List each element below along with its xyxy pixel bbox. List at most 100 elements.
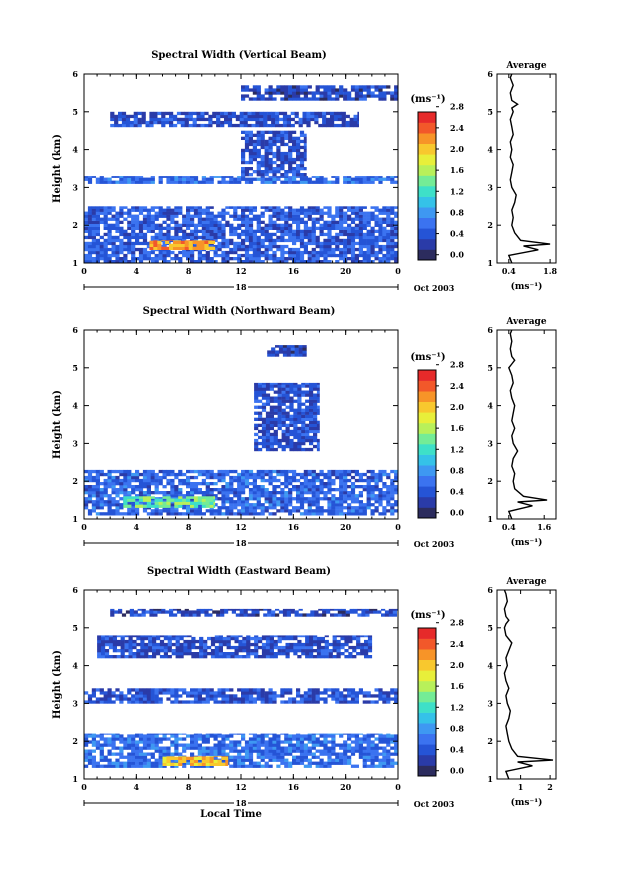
heatmap-cell bbox=[193, 475, 199, 480]
heatmap-cell bbox=[197, 509, 202, 513]
heatmap-cell bbox=[386, 755, 391, 759]
heatmap-cell bbox=[201, 253, 206, 258]
heatmap-cell bbox=[127, 469, 132, 474]
heatmap-cell bbox=[87, 734, 93, 738]
heatmap-cell bbox=[150, 257, 155, 261]
heatmap-cell bbox=[209, 177, 214, 181]
heatmap-cell bbox=[370, 177, 375, 181]
heatmap-cell bbox=[178, 472, 183, 477]
heatmap-cell bbox=[335, 176, 340, 178]
heatmap-cell bbox=[95, 478, 100, 483]
heatmap-cell bbox=[135, 475, 140, 480]
heatmap-cell bbox=[111, 740, 116, 744]
heatmap-cell bbox=[272, 506, 277, 510]
date-month-label: Oct 2003 bbox=[414, 283, 455, 293]
heatmap-cell bbox=[289, 429, 294, 434]
heatmap-cell bbox=[260, 475, 265, 480]
heatmap-cell bbox=[303, 148, 307, 153]
heatmap-cell bbox=[315, 238, 320, 243]
heatmap-cell bbox=[132, 652, 137, 656]
heatmap-cell bbox=[264, 691, 269, 695]
heatmap-cell bbox=[138, 734, 144, 738]
heatmap-cell bbox=[315, 253, 320, 258]
heatmap-cell bbox=[341, 117, 346, 122]
heatmap-cell bbox=[299, 700, 305, 704]
heatmap-cell bbox=[165, 240, 170, 244]
heatmap-cell bbox=[123, 260, 128, 264]
heatmap-cell bbox=[135, 749, 140, 753]
heatmap-cell bbox=[142, 475, 148, 480]
heatmap-cell bbox=[307, 235, 312, 240]
heatmap-cell bbox=[382, 238, 387, 243]
heatmap-cell bbox=[264, 746, 269, 750]
heatmap-cell bbox=[350, 85, 356, 89]
heatmap-cell bbox=[182, 501, 187, 505]
heatmap-cell bbox=[289, 444, 294, 449]
heatmap-cell bbox=[107, 241, 112, 246]
heatmap-cell bbox=[258, 399, 263, 403]
heatmap-cell bbox=[292, 257, 297, 261]
heatmap-cell bbox=[350, 232, 356, 237]
heatmap-cell bbox=[284, 136, 289, 140]
heatmap-cell bbox=[268, 257, 273, 261]
heatmap-cell bbox=[296, 226, 301, 230]
heatmap-cell bbox=[272, 733, 277, 735]
x-tick-label: 8 bbox=[186, 266, 192, 276]
heatmap-cell bbox=[254, 387, 259, 391]
heatmap-cell bbox=[159, 639, 165, 644]
heatmap-cell bbox=[272, 503, 277, 507]
heatmap-cell bbox=[174, 501, 179, 505]
heatmap-cell bbox=[97, 635, 102, 638]
heatmap-cell bbox=[165, 120, 170, 125]
heatmap-cell bbox=[299, 241, 305, 246]
heatmap-cell bbox=[152, 635, 157, 638]
colorbar-swatch bbox=[418, 401, 436, 413]
heatmap-cell bbox=[193, 229, 199, 233]
heatmap-cell bbox=[258, 414, 263, 418]
heatmap-cell bbox=[281, 396, 286, 400]
heatmap-cell bbox=[135, 235, 140, 240]
heatmap-cell bbox=[374, 506, 379, 510]
heatmap-cell bbox=[269, 396, 274, 400]
heatmap-cell bbox=[288, 478, 293, 483]
heatmap-cell bbox=[154, 472, 159, 477]
heatmap-cell bbox=[138, 494, 144, 498]
heatmap-cell bbox=[323, 97, 328, 101]
heatmap-cell bbox=[201, 217, 206, 221]
heatmap-cell bbox=[158, 475, 163, 480]
heatmap-cell bbox=[288, 509, 293, 513]
heatmap-cell bbox=[331, 688, 336, 692]
heatmap-cell bbox=[394, 244, 399, 249]
heatmap-cell bbox=[331, 238, 336, 243]
heatmap-cell bbox=[296, 494, 301, 498]
heatmap-cell bbox=[241, 220, 246, 224]
heatmap-cell bbox=[248, 740, 254, 744]
heatmap-cell bbox=[327, 91, 332, 95]
heatmap-cell bbox=[382, 512, 387, 516]
heatmap-cell bbox=[162, 250, 167, 255]
heatmap-cell bbox=[296, 223, 301, 227]
heatmap-cell bbox=[176, 117, 182, 122]
heatmap-cell bbox=[370, 749, 375, 753]
heatmap-cell bbox=[339, 694, 344, 698]
heatmap-cell bbox=[178, 491, 183, 495]
heatmap-cell bbox=[296, 500, 301, 504]
heatmap-cell bbox=[170, 694, 175, 698]
heatmap-cell bbox=[327, 500, 332, 504]
heatmap-cell bbox=[303, 142, 307, 147]
heatmap-cell bbox=[254, 393, 259, 397]
heatmap-cell bbox=[268, 176, 273, 178]
heatmap-cell bbox=[296, 734, 301, 738]
heatmap-cell bbox=[99, 512, 104, 516]
heatmap-cell bbox=[135, 208, 140, 212]
heatmap-cell bbox=[265, 396, 271, 400]
heatmap-cell bbox=[244, 223, 250, 227]
heatmap-cell bbox=[276, 755, 281, 759]
heatmap-cell bbox=[316, 423, 320, 427]
heatmap-cell bbox=[390, 229, 395, 233]
heatmap-cell bbox=[178, 756, 183, 757]
heatmap-cell bbox=[190, 482, 195, 486]
heatmap-cell bbox=[350, 226, 356, 230]
heatmap-cell bbox=[350, 260, 356, 264]
heatmap-cell bbox=[142, 208, 148, 212]
